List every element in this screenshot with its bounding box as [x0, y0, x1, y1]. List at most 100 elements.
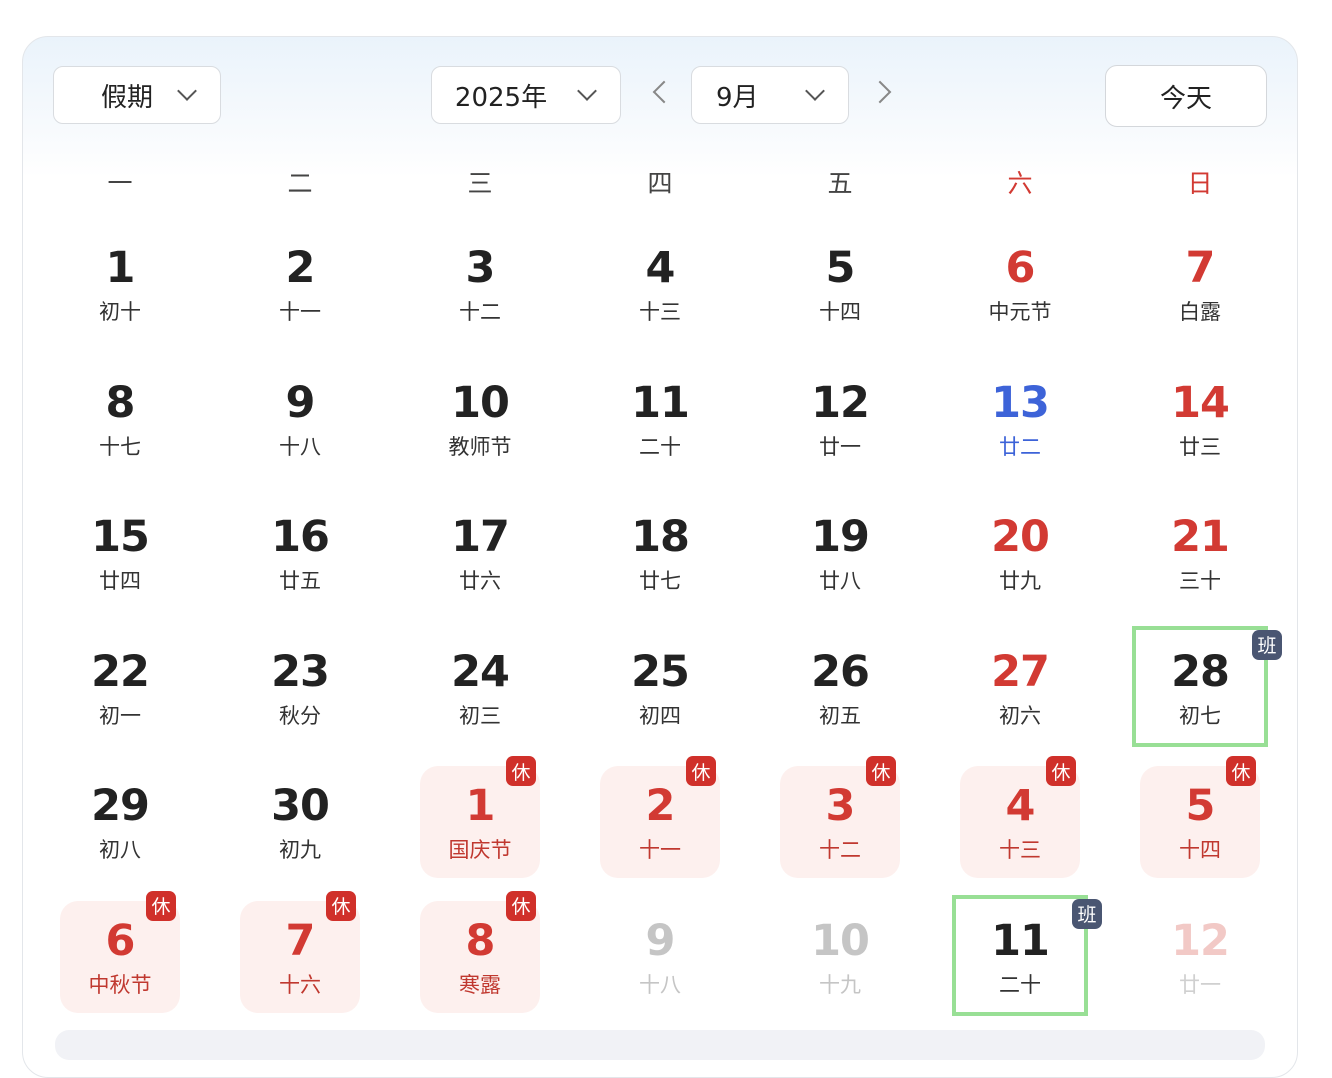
- day-cell[interactable]: 9 十八: [570, 891, 750, 1025]
- day-cell[interactable]: 12 廿一: [750, 353, 930, 487]
- day-cell-background: [1132, 625, 1268, 747]
- day-number: 2: [645, 781, 676, 831]
- day-cell[interactable]: 7 十六 休: [210, 890, 390, 1025]
- day-cell[interactable]: 11 二十 班: [930, 891, 1110, 1025]
- day-cell[interactable]: 6 中元节: [930, 218, 1110, 352]
- day-cell[interactable]: 13 廿二: [930, 353, 1110, 487]
- day-cell[interactable]: 12 廿一: [1110, 891, 1290, 1025]
- day-number: 22: [91, 646, 150, 697]
- day-cell[interactable]: 1 国庆节 休: [390, 756, 570, 890]
- day-number: 12: [1171, 915, 1230, 966]
- lunar-date: 十七: [99, 434, 141, 459]
- lunar-date: 二十: [999, 972, 1041, 997]
- day-cell[interactable]: 6 中秋节 休: [30, 890, 210, 1025]
- day-cell[interactable]: 26 初五: [750, 622, 930, 756]
- lunar-date: 十八: [279, 434, 321, 459]
- day-number: 16: [271, 512, 330, 562]
- day-number: 11: [991, 915, 1050, 966]
- day-cell[interactable]: 3 十二: [390, 218, 570, 352]
- lunar-date: 初十: [99, 300, 141, 324]
- day-cell[interactable]: 8 十七: [30, 353, 210, 487]
- day-cell[interactable]: 30 初九: [210, 756, 390, 890]
- day-number: 9: [645, 915, 676, 966]
- lunar-date: 国庆节: [448, 838, 512, 862]
- weekday-header: 一: [107, 169, 133, 198]
- day-cell[interactable]: 2 十一: [210, 218, 390, 352]
- lunar-date: 十四: [1179, 838, 1221, 862]
- rest-day-badge: 休: [506, 890, 536, 921]
- year-select[interactable]: 2025年: [431, 66, 621, 124]
- day-cell[interactable]: 11 二十: [570, 353, 750, 487]
- day-number: 2: [285, 243, 316, 293]
- day-number: 7: [1185, 243, 1216, 293]
- lunar-date: 秋分: [279, 703, 321, 728]
- day-cell[interactable]: 5 十四: [750, 218, 930, 352]
- chevron-down-icon: [577, 81, 597, 101]
- day-number: 18: [631, 512, 690, 562]
- day-number: 1: [105, 243, 136, 293]
- day-number: 3: [465, 243, 496, 293]
- lunar-date: 廿八: [819, 569, 861, 593]
- today-button[interactable]: 今天: [1105, 65, 1267, 127]
- day-number: 9: [285, 377, 316, 428]
- day-cell[interactable]: 10 十九: [750, 891, 930, 1025]
- day-number: 13: [991, 377, 1050, 428]
- day-cell[interactable]: 1 初十: [30, 218, 210, 352]
- lunar-date: 廿三: [1179, 434, 1221, 459]
- day-number: 25: [631, 646, 690, 697]
- weekday-header: 三: [467, 169, 493, 198]
- day-cell[interactable]: 3 十二 休: [750, 756, 930, 890]
- day-cell[interactable]: 14 廿三: [1110, 353, 1290, 487]
- day-cell[interactable]: 18 廿七: [570, 487, 750, 621]
- day-cell[interactable]: 29 初八: [30, 756, 210, 890]
- lunar-date: 廿四: [99, 569, 141, 593]
- chevron-down-icon: [177, 81, 197, 101]
- day-cell[interactable]: 8 寒露 休: [390, 890, 570, 1025]
- day-number: 19: [811, 512, 870, 562]
- day-cell[interactable]: 7 白露: [1110, 218, 1290, 352]
- year-select-value: 2025年: [454, 82, 548, 113]
- rest-day-badge: 休: [866, 756, 896, 786]
- lunar-date: 十九: [819, 972, 861, 997]
- day-number: 3: [825, 781, 856, 831]
- day-cell[interactable]: 9 十八: [210, 353, 390, 487]
- month-select[interactable]: 9月: [691, 66, 849, 124]
- mode-select-value: 假期: [100, 82, 153, 113]
- rest-day-badge: 休: [1226, 756, 1256, 786]
- day-cell[interactable]: 22 初一: [30, 622, 210, 756]
- work-day-badge: 班: [1072, 898, 1102, 929]
- day-cell[interactable]: 28 初七 班: [1110, 622, 1290, 756]
- day-cell[interactable]: 2 十一 休: [570, 756, 750, 890]
- day-cell[interactable]: 19 廿八: [750, 487, 930, 621]
- day-cell[interactable]: 5 十四 休: [1110, 756, 1290, 890]
- day-cell[interactable]: 17 廿六: [390, 487, 570, 621]
- lunar-date: 寒露: [459, 972, 501, 997]
- day-number: 15: [91, 512, 150, 562]
- day-number: 5: [1185, 781, 1216, 831]
- day-cell[interactable]: 27 初六: [930, 622, 1110, 756]
- lunar-date: 白露: [1179, 300, 1221, 324]
- day-cell[interactable]: 4 十三: [570, 218, 750, 352]
- day-cell[interactable]: 15 廿四: [30, 487, 210, 621]
- day-cell[interactable]: 23 秋分: [210, 622, 390, 756]
- day-cell[interactable]: 20 廿九: [930, 487, 1110, 621]
- lunar-date: 廿七: [639, 569, 681, 593]
- mode-select[interactable]: 假期: [53, 66, 221, 124]
- day-cell[interactable]: 25 初四: [570, 622, 750, 756]
- day-cell[interactable]: 16 廿五: [210, 487, 390, 621]
- chevron-down-icon: [805, 81, 825, 101]
- day-cell[interactable]: 24 初三: [390, 622, 570, 756]
- weekday-header: 日: [1187, 169, 1213, 198]
- lunar-date: 十三: [999, 838, 1041, 862]
- lunar-date: 二十: [639, 434, 681, 459]
- day-cell[interactable]: 21 三十: [1110, 487, 1290, 621]
- day-cell[interactable]: 10 教师节: [390, 353, 570, 487]
- lunar-date: 初七: [1179, 703, 1221, 728]
- day-cell-background: [952, 894, 1088, 1016]
- day-number: 23: [271, 646, 330, 697]
- day-cell[interactable]: 4 十三 休: [930, 756, 1110, 890]
- day-number: 8: [465, 915, 496, 966]
- lunar-date: 廿九: [999, 569, 1041, 593]
- lunar-date: 初九: [279, 838, 321, 862]
- day-number: 12: [811, 377, 870, 428]
